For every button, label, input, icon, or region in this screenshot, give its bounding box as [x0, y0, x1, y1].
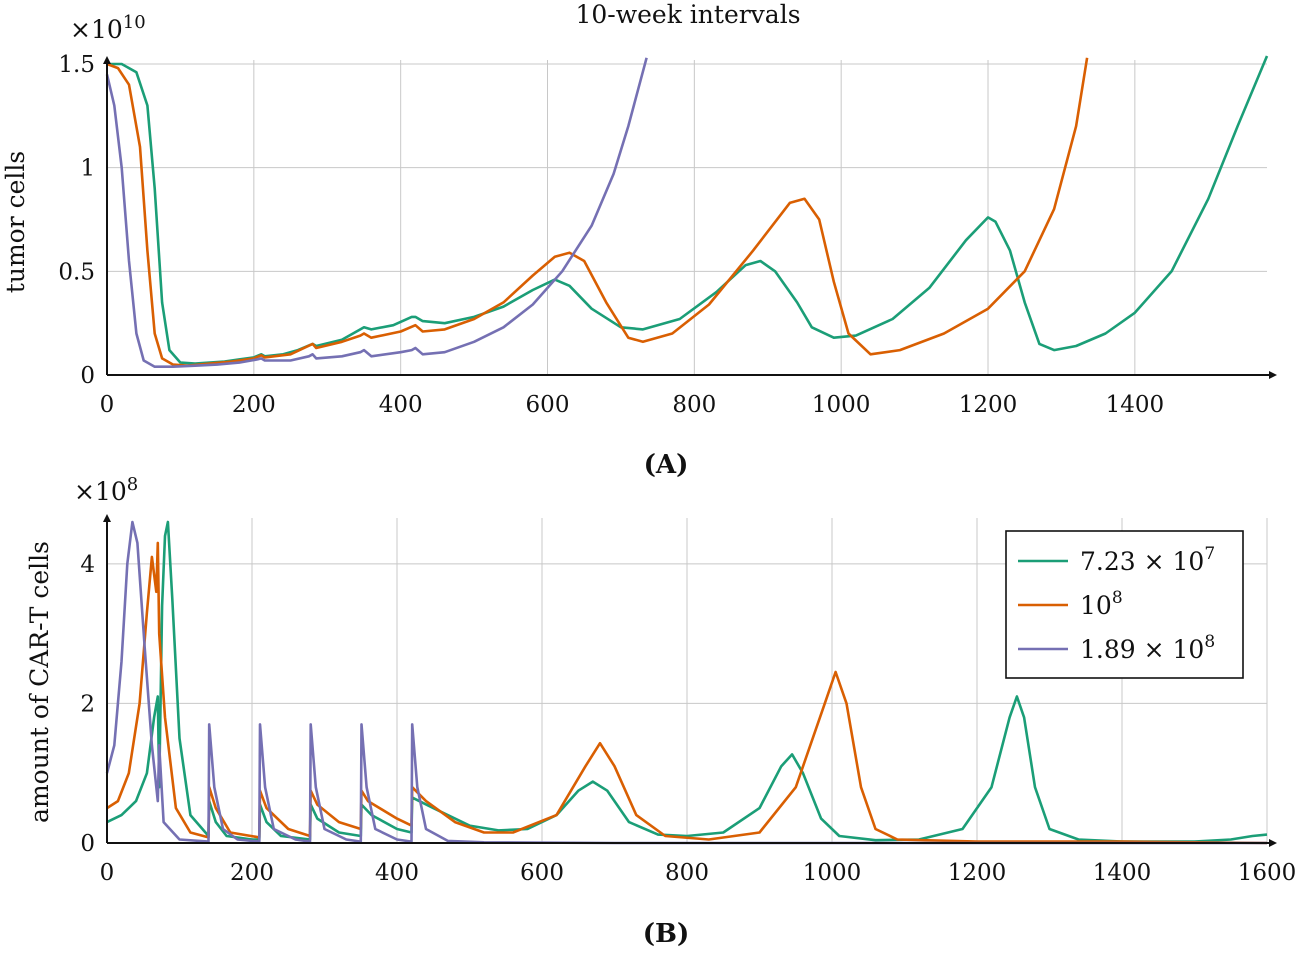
panel-a-ticks: 0 200 400 600 800 1000 1200 1400 0 0.5 1 1.5	[58, 52, 1164, 418]
panel-a-x-tick-label: 600	[526, 392, 570, 418]
panel-b-y-axis-label: amount of CAR-T cells	[25, 541, 54, 823]
legend: 7.23 × 107 108 1.89 × 108	[1005, 530, 1244, 679]
panel-a-axes	[103, 56, 1277, 379]
panel-b-label: (B)	[643, 919, 690, 949]
panel-a-x-tick-label: 800	[672, 392, 716, 418]
panel-b-series-line-3	[105, 520, 1267, 845]
panel-b-y-tick-label: 0	[80, 831, 95, 857]
panel-b-x-tick-label: 400	[375, 860, 419, 886]
panel-b-x-tick-label: 1200	[948, 860, 1007, 886]
panel-b-series	[105, 520, 1268, 845]
panel-b-x-tick-label: 200	[230, 860, 274, 886]
panel-a-y-tick-label: 0.5	[58, 259, 95, 285]
panel-b-y-tick-label: 4	[80, 552, 95, 578]
panel-b-ticks: 0 200 400 600 800 1000 1200 1400 1600 0 2 4	[80, 552, 1296, 886]
panel-b-x-tick-label: 1600	[1238, 860, 1297, 886]
panel-b-x-tick-label: 1000	[803, 860, 862, 886]
panel-a-grid	[107, 60, 1267, 375]
legend-label-green: 7.23 × 107	[1080, 544, 1215, 576]
panel-b-x-tick-label: 1400	[1093, 860, 1152, 886]
panel-b-chart: 0 200 400 600 800 1000 1200 1400 1600 0 2 4 ×108 am…	[25, 474, 1296, 949]
panel-b-axes	[103, 514, 1277, 847]
panel-a-y-tick-label: 1.5	[58, 52, 95, 78]
panel-b-series-line-1	[106, 520, 1268, 843]
chart-title: 10-week intervals	[575, 0, 800, 29]
panel-b-x-tick-label: 600	[520, 860, 564, 886]
panel-b-y-multiplier: ×108	[74, 474, 138, 506]
panel-a-x-tick-label: 200	[232, 392, 276, 418]
panel-b-y-tick-label: 2	[80, 691, 95, 717]
panel-a-x-axis-arrow	[1269, 371, 1277, 379]
panel-a-label: (A)	[644, 450, 689, 480]
panel-a-series	[105, 55, 1269, 368]
panel-a-y-tick-label: 1	[80, 156, 95, 182]
panel-a-y-axis-arrow	[103, 56, 111, 64]
panel-a-x-tick-label: 1000	[812, 392, 871, 418]
panel-b-series-line-2	[106, 541, 1268, 845]
panel-a-y-multiplier: ×1010	[70, 12, 146, 44]
panel-b-x-tick-label: 0	[100, 860, 115, 886]
panel-b-x-axis-arrow	[1269, 839, 1277, 847]
panel-b-y-axis-arrow	[103, 514, 111, 522]
panel-a-x-tick-label: 0	[100, 392, 115, 418]
panel-a-x-tick-label: 400	[379, 392, 423, 418]
panel-a-x-tick-label: 1200	[959, 392, 1018, 418]
legend-label-purple: 1.89 × 108	[1080, 632, 1215, 664]
panel-a-x-tick-label: 1400	[1106, 392, 1165, 418]
legend-label-orange: 108	[1080, 588, 1123, 620]
panel-a-series-line-1	[107, 55, 1269, 365]
panel-a-series-line-3	[105, 57, 648, 368]
panel-a-y-tick-label: 0	[80, 363, 95, 389]
panel-a-y-axis-label: tumor cells	[1, 151, 30, 293]
panel-b-x-tick-label: 800	[665, 860, 709, 886]
